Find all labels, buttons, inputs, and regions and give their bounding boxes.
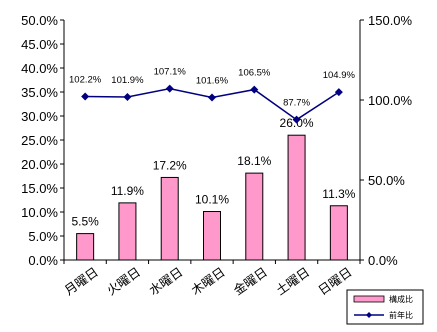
y-left-tick-label: 35.0%	[21, 85, 58, 100]
bar	[76, 233, 95, 261]
x-tick-label: 土曜日	[273, 264, 312, 298]
line-data-label: 107.1%	[154, 67, 187, 78]
line-data-label: 101.6%	[196, 75, 229, 86]
line-data-label: 87.7%	[283, 98, 310, 109]
bar-data-label: 18.1%	[237, 154, 271, 168]
line-point	[208, 93, 216, 102]
legend-label: 前年比	[389, 310, 413, 320]
y-left-tick-label: 40.0%	[21, 61, 58, 76]
bar	[160, 176, 179, 261]
line-data-label: 101.9%	[111, 75, 144, 86]
x-tick-label: 木曜日	[188, 264, 227, 298]
y-right-tick-label: 50.0%	[368, 173, 405, 188]
bar-data-label: 11.3%	[322, 187, 355, 201]
bar	[329, 205, 348, 261]
bar-data-label: 17.2%	[153, 158, 187, 172]
y-left-tick-label: 30.0%	[21, 109, 58, 124]
bar-data-label: 10.1%	[195, 193, 229, 207]
line-point	[292, 115, 301, 124]
bar-data-label: 5.5%	[71, 215, 99, 229]
y-right-tick-label: 150.0%	[368, 13, 413, 28]
y-right-tick-label: 100.0%	[368, 93, 413, 108]
x-tick-label: 火曜日	[104, 264, 143, 298]
x-tick-label: 水曜日	[146, 264, 185, 298]
line-point	[81, 92, 90, 101]
y-left-tick-label: 15.0%	[21, 181, 58, 196]
y-left-tick-label: 45.0%	[21, 37, 58, 52]
line-data-label: 102.2%	[69, 74, 102, 85]
bar	[287, 134, 306, 261]
legend-label: 構成比	[389, 294, 413, 304]
bar	[118, 202, 137, 261]
line-point	[334, 88, 343, 97]
bar-data-label: 11.9%	[111, 184, 144, 198]
y-left-tick-label: 50.0%	[21, 13, 58, 28]
line-data-label: 104.9%	[323, 70, 356, 81]
x-tick-label: 金曜日	[231, 264, 270, 298]
legend-swatch-marker	[366, 312, 372, 318]
y-left-tick-label: 0.0%	[28, 253, 58, 268]
line-point	[165, 84, 174, 93]
line-data-label: 106.5%	[238, 68, 271, 79]
y-right-tick-label: 0.0%	[368, 253, 398, 268]
y-left-tick-label: 10.0%	[21, 205, 58, 220]
bar	[245, 172, 264, 261]
y-left-tick-label: 25.0%	[21, 133, 58, 148]
bar	[203, 211, 221, 261]
legend-swatch-bar	[353, 295, 385, 303]
line-point	[250, 85, 259, 94]
y-left-tick-label: 5.0%	[28, 229, 58, 244]
y-left-tick-label: 20.0%	[21, 157, 58, 172]
x-tick-label: 月曜日	[62, 264, 101, 298]
line-point	[123, 92, 132, 101]
